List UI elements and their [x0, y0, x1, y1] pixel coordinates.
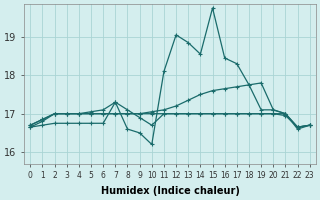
X-axis label: Humidex (Indice chaleur): Humidex (Indice chaleur) — [100, 186, 239, 196]
